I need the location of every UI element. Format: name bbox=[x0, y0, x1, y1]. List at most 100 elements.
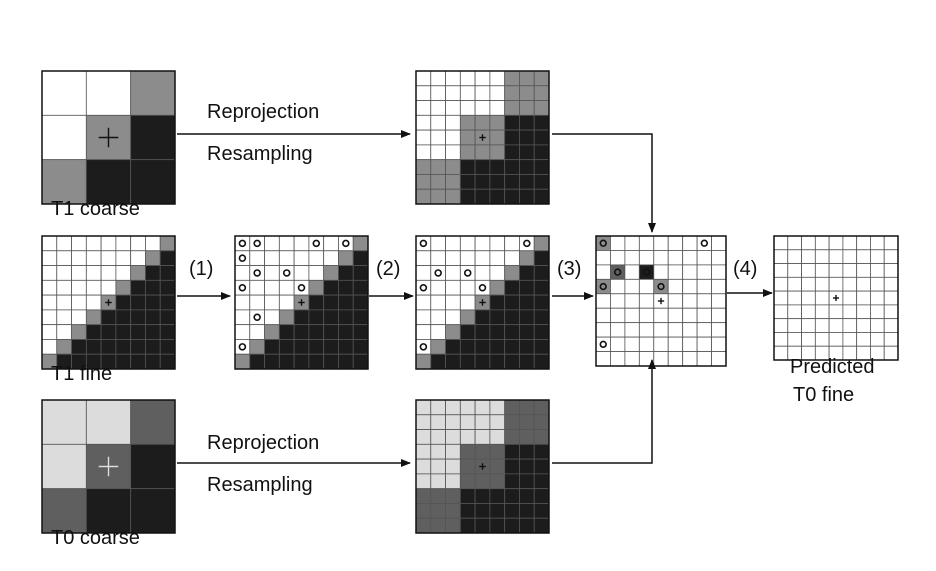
t0-coarse-resampled-grid bbox=[415, 399, 550, 534]
grid-cell bbox=[787, 249, 802, 264]
grid-cell bbox=[474, 279, 491, 296]
grid-border bbox=[415, 235, 550, 370]
grid-cell bbox=[278, 324, 295, 340]
grid-cell bbox=[445, 294, 461, 311]
grid-cell bbox=[870, 318, 885, 333]
grid-cell bbox=[787, 290, 802, 306]
grid-cell bbox=[474, 100, 491, 116]
grid-cell bbox=[638, 264, 655, 280]
grid-cell bbox=[41, 443, 87, 490]
grid-cell bbox=[264, 294, 280, 311]
grid-cell bbox=[787, 332, 802, 347]
grid-cell bbox=[71, 235, 87, 252]
grid-cell bbox=[870, 290, 885, 306]
sample-circle bbox=[657, 282, 665, 291]
grid-cell bbox=[415, 414, 432, 430]
grid-cell bbox=[415, 324, 432, 340]
grid-cell bbox=[249, 324, 265, 340]
grid-cell bbox=[624, 351, 640, 367]
grid-cell bbox=[100, 250, 117, 266]
grid-cell bbox=[249, 279, 265, 296]
grid-cell bbox=[489, 144, 506, 161]
t1-coarse-grid bbox=[41, 70, 176, 205]
label-resampling-top: Resampling bbox=[207, 143, 313, 165]
grid-cell bbox=[883, 290, 899, 306]
grid-cell bbox=[338, 294, 354, 311]
sample-circle bbox=[419, 283, 428, 292]
grid-cell bbox=[293, 279, 310, 296]
grid-cell bbox=[85, 399, 132, 445]
grid-cell bbox=[667, 250, 684, 266]
grid-cell bbox=[459, 414, 476, 430]
grid-cell bbox=[459, 458, 476, 475]
grid-cell bbox=[653, 336, 669, 352]
grid-cell bbox=[533, 129, 550, 146]
sample-circle bbox=[642, 268, 651, 276]
label-step2: (2) bbox=[376, 258, 400, 280]
grid-cell bbox=[474, 399, 491, 416]
grid-cell bbox=[474, 353, 491, 370]
grid-cell bbox=[71, 309, 87, 326]
grid-cell bbox=[653, 322, 669, 338]
grid-cell bbox=[801, 276, 816, 292]
grid-cell bbox=[653, 250, 669, 266]
grid-cell bbox=[459, 188, 476, 205]
grid-cell bbox=[667, 278, 684, 295]
grid-cell bbox=[489, 339, 506, 355]
grid-cell bbox=[115, 265, 132, 281]
sample-circle bbox=[463, 269, 472, 277]
grid-cell bbox=[842, 290, 858, 306]
grid-cell bbox=[234, 265, 251, 281]
grid-cell bbox=[696, 250, 712, 266]
grid-cell bbox=[801, 249, 816, 264]
sample-circle bbox=[419, 239, 428, 248]
grid-cell bbox=[801, 290, 816, 306]
grid-cell bbox=[595, 293, 611, 309]
grid-cell bbox=[159, 294, 176, 311]
grid-cell bbox=[130, 294, 146, 311]
grid-cell bbox=[85, 339, 102, 355]
grid-cell bbox=[504, 250, 520, 266]
grid-cell bbox=[801, 235, 816, 251]
grid-cell bbox=[430, 188, 446, 205]
grid-cell bbox=[115, 294, 132, 311]
grid-cell bbox=[338, 309, 354, 326]
grid-cell bbox=[474, 517, 491, 534]
grid-cell bbox=[234, 353, 251, 370]
grid-cell bbox=[595, 278, 611, 295]
grid-cell bbox=[667, 235, 684, 251]
grid-cell bbox=[856, 332, 871, 347]
sample-circle bbox=[478, 283, 487, 292]
grid-cell bbox=[474, 235, 491, 252]
grid-cell bbox=[430, 114, 446, 131]
grid-cell bbox=[773, 263, 789, 278]
grid-cell bbox=[489, 265, 506, 281]
grid-cell bbox=[842, 249, 858, 264]
grid-cell bbox=[41, 399, 87, 445]
label-t1-coarse: T1 coarse bbox=[51, 198, 140, 220]
grid-cell bbox=[883, 263, 899, 278]
grid-cell bbox=[533, 144, 550, 161]
grid-cell bbox=[234, 294, 251, 311]
grid-cell bbox=[85, 250, 102, 266]
label-step3: (3) bbox=[557, 258, 581, 280]
grid-cell bbox=[533, 159, 550, 175]
grid-cell bbox=[610, 250, 626, 266]
grid-cell bbox=[249, 353, 265, 370]
grid-cell bbox=[308, 339, 325, 355]
grid-cell bbox=[56, 235, 72, 252]
grid-cell bbox=[308, 265, 325, 281]
grid-cell bbox=[828, 276, 844, 292]
grid-cell bbox=[504, 188, 520, 205]
grid-cell bbox=[293, 309, 310, 326]
grid-cell bbox=[41, 339, 58, 355]
grid-cell bbox=[278, 265, 295, 281]
grid-cell bbox=[430, 324, 446, 340]
grid-cell bbox=[773, 235, 789, 251]
grid-cell bbox=[653, 351, 669, 367]
label-resampling-bottom: Resampling bbox=[207, 474, 313, 496]
grid-cell bbox=[624, 293, 640, 309]
grid-cell bbox=[533, 429, 550, 445]
grid-cell bbox=[145, 309, 161, 326]
grid-cell bbox=[474, 159, 491, 175]
